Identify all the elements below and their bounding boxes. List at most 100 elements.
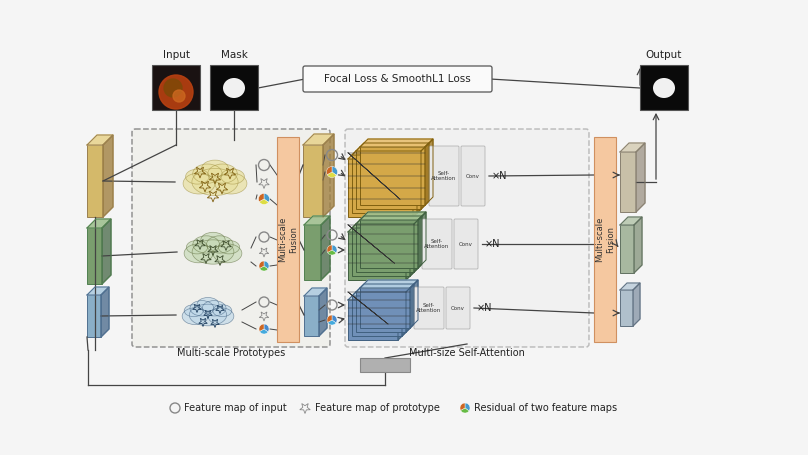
Ellipse shape	[653, 78, 675, 98]
Text: Residual of two feature maps: Residual of two feature maps	[474, 403, 617, 413]
Polygon shape	[323, 134, 334, 217]
Wedge shape	[259, 324, 264, 331]
Bar	[360, 147, 425, 205]
Wedge shape	[461, 408, 469, 413]
Ellipse shape	[190, 301, 214, 316]
Polygon shape	[348, 292, 406, 300]
FancyBboxPatch shape	[461, 146, 485, 206]
Text: Multi-scale
Fusion: Multi-scale Fusion	[595, 217, 615, 262]
Polygon shape	[352, 147, 425, 155]
Polygon shape	[417, 147, 425, 213]
Ellipse shape	[201, 233, 225, 248]
Bar	[356, 224, 414, 272]
Polygon shape	[87, 135, 113, 145]
Text: Multi-size Self-Attention: Multi-size Self-Attention	[409, 348, 525, 358]
Polygon shape	[421, 143, 429, 209]
Polygon shape	[406, 284, 414, 332]
Wedge shape	[332, 315, 337, 323]
Bar	[348, 232, 406, 280]
Text: Conv: Conv	[451, 305, 465, 310]
Ellipse shape	[193, 164, 222, 183]
Text: Input: Input	[162, 50, 190, 60]
Polygon shape	[425, 139, 433, 205]
Bar	[87, 295, 101, 337]
Wedge shape	[264, 193, 270, 202]
Polygon shape	[356, 143, 429, 151]
Polygon shape	[304, 288, 327, 296]
Text: Feature map of prototype: Feature map of prototype	[315, 403, 440, 413]
Ellipse shape	[187, 240, 208, 254]
Ellipse shape	[215, 173, 247, 194]
Text: Focal Loss & SmoothL1 Loss: Focal Loss & SmoothL1 Loss	[324, 74, 471, 84]
Bar	[277, 137, 299, 342]
Ellipse shape	[218, 240, 240, 254]
Wedge shape	[326, 167, 332, 175]
FancyBboxPatch shape	[446, 287, 470, 329]
Polygon shape	[636, 143, 645, 212]
Ellipse shape	[189, 304, 227, 326]
FancyBboxPatch shape	[422, 219, 452, 269]
Polygon shape	[413, 151, 421, 217]
Bar	[620, 152, 636, 212]
Wedge shape	[327, 320, 336, 325]
Bar	[360, 358, 410, 372]
Text: Multi-scale
Fusion: Multi-scale Fusion	[278, 217, 297, 262]
Wedge shape	[332, 167, 338, 175]
Polygon shape	[406, 224, 414, 280]
Polygon shape	[620, 283, 640, 290]
Polygon shape	[101, 287, 109, 337]
Wedge shape	[264, 324, 269, 332]
Circle shape	[159, 75, 193, 109]
Text: Self-
Attention: Self- Attention	[431, 171, 457, 182]
Text: Feature map of input: Feature map of input	[184, 403, 287, 413]
Wedge shape	[259, 199, 268, 204]
Polygon shape	[319, 288, 327, 336]
Polygon shape	[304, 216, 330, 225]
Polygon shape	[360, 139, 433, 147]
Wedge shape	[460, 403, 465, 410]
Polygon shape	[410, 220, 418, 276]
Bar	[360, 220, 418, 268]
FancyBboxPatch shape	[303, 66, 492, 92]
Wedge shape	[327, 172, 336, 177]
Wedge shape	[264, 261, 269, 269]
Ellipse shape	[193, 236, 220, 253]
Ellipse shape	[186, 169, 209, 184]
FancyBboxPatch shape	[429, 146, 459, 206]
Ellipse shape	[191, 168, 238, 196]
Ellipse shape	[183, 173, 215, 194]
Ellipse shape	[213, 305, 232, 317]
Polygon shape	[620, 217, 642, 225]
Ellipse shape	[221, 169, 244, 184]
Bar	[348, 300, 398, 340]
Circle shape	[164, 79, 182, 97]
Bar	[352, 228, 410, 276]
Wedge shape	[259, 193, 264, 202]
Wedge shape	[327, 315, 332, 323]
Text: Conv: Conv	[466, 173, 480, 178]
Text: Multi-scale Prototypes: Multi-scale Prototypes	[177, 348, 285, 358]
Bar	[620, 290, 633, 326]
Bar	[360, 288, 410, 328]
Wedge shape	[327, 250, 336, 255]
Polygon shape	[352, 220, 418, 228]
Wedge shape	[259, 329, 268, 334]
Wedge shape	[259, 261, 264, 268]
Bar	[303, 145, 323, 217]
Polygon shape	[87, 287, 109, 295]
Ellipse shape	[208, 308, 234, 324]
Polygon shape	[102, 219, 111, 284]
FancyBboxPatch shape	[132, 129, 330, 347]
Ellipse shape	[184, 244, 213, 263]
Bar	[210, 65, 258, 110]
Bar	[304, 225, 321, 280]
Polygon shape	[414, 216, 422, 272]
Polygon shape	[356, 284, 414, 292]
Text: Conv: Conv	[459, 242, 473, 247]
Bar	[356, 151, 421, 209]
Polygon shape	[352, 288, 410, 296]
Ellipse shape	[208, 164, 238, 183]
Polygon shape	[633, 283, 640, 326]
Bar	[87, 228, 102, 284]
Polygon shape	[402, 288, 410, 336]
